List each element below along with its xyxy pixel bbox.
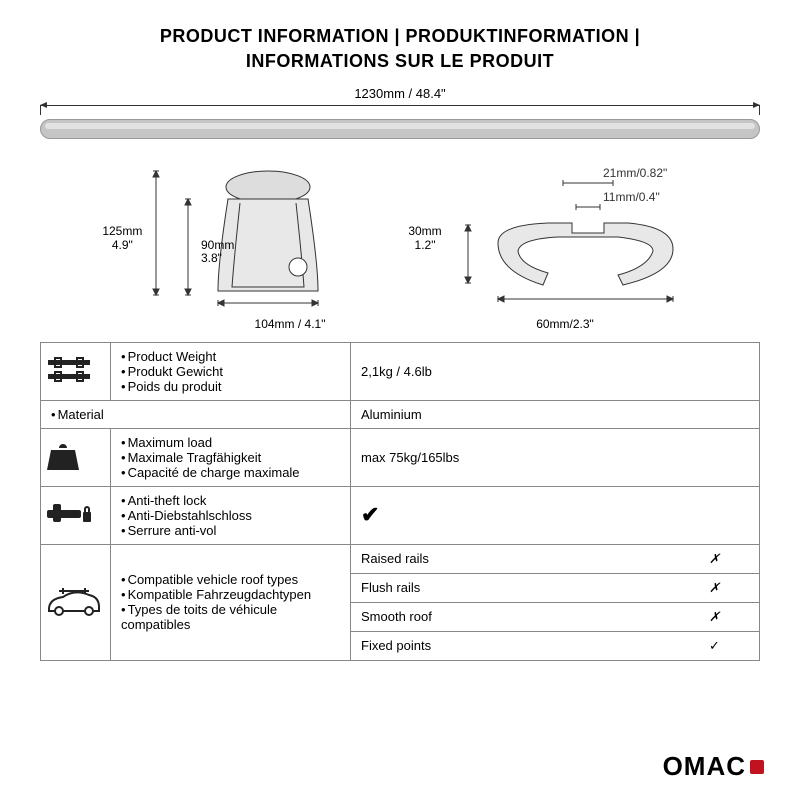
load-icon: [41, 428, 111, 486]
title-line-2: INFORMATIONS SUR LE PRODUIT: [40, 49, 760, 74]
svg-text:11mm/0.4": 11mm/0.4": [603, 190, 660, 204]
lock-value: ✔: [351, 486, 760, 544]
foot-height-outer: 125mm 4.9": [102, 224, 142, 253]
car-icon: [41, 544, 111, 660]
foot-svg: 90mm3.8": [148, 163, 368, 313]
profile-svg: 21mm/0.82" 11mm/0.4": [448, 163, 698, 313]
spec-row-load: Maximum load Maximale Tragfähigkeit Capa…: [41, 428, 760, 486]
profile-width: 60mm/2.3": [405, 317, 655, 331]
profile-height: 30mm 1.2": [408, 224, 441, 253]
page-title: PRODUCT INFORMATION | PRODUKTINFORMATION…: [40, 24, 760, 74]
spec-row-lock: Anti-theft lock Anti-Diebstahlschloss Se…: [41, 486, 760, 544]
spec-row-compat: Compatible vehicle roof types Kompatible…: [41, 544, 760, 660]
weight-value: 2,1kg / 4.6lb: [351, 342, 760, 400]
lock-icon: [41, 486, 111, 544]
profile-diagram: 30mm 1.2" 21mm/0.82" 11mm/0.4": [408, 163, 697, 313]
logo-mark: [750, 760, 764, 774]
spec-table: Product Weight Produkt Gewicht Poids du …: [40, 342, 760, 661]
spec-row-weight: Product Weight Produkt Gewicht Poids du …: [41, 342, 760, 400]
load-value: max 75kg/165lbs: [351, 428, 760, 486]
logo-text: OMAC: [663, 751, 746, 782]
foot-diagram: 125mm 4.9" 90mm3.8": [102, 163, 368, 313]
compat-subtable: Raised rails✗ Flush rails✗ Smooth roof✗ …: [351, 545, 759, 660]
rail-top-view: [40, 105, 760, 149]
material-value: Aluminium: [351, 400, 760, 428]
brand-logo: OMAC: [663, 751, 764, 782]
svg-text:21mm/0.82": 21mm/0.82": [603, 166, 667, 180]
weight-icon: [41, 342, 111, 400]
spec-row-material: Material Aluminium: [41, 400, 760, 428]
weight-labels: Product Weight Produkt Gewicht Poids du …: [121, 349, 340, 394]
top-dimension-label: 1230mm / 48.4": [40, 86, 760, 101]
title-line-1: PRODUCT INFORMATION | PRODUKTINFORMATION…: [40, 24, 760, 49]
foot-width: 104mm / 4.1": [145, 317, 365, 331]
